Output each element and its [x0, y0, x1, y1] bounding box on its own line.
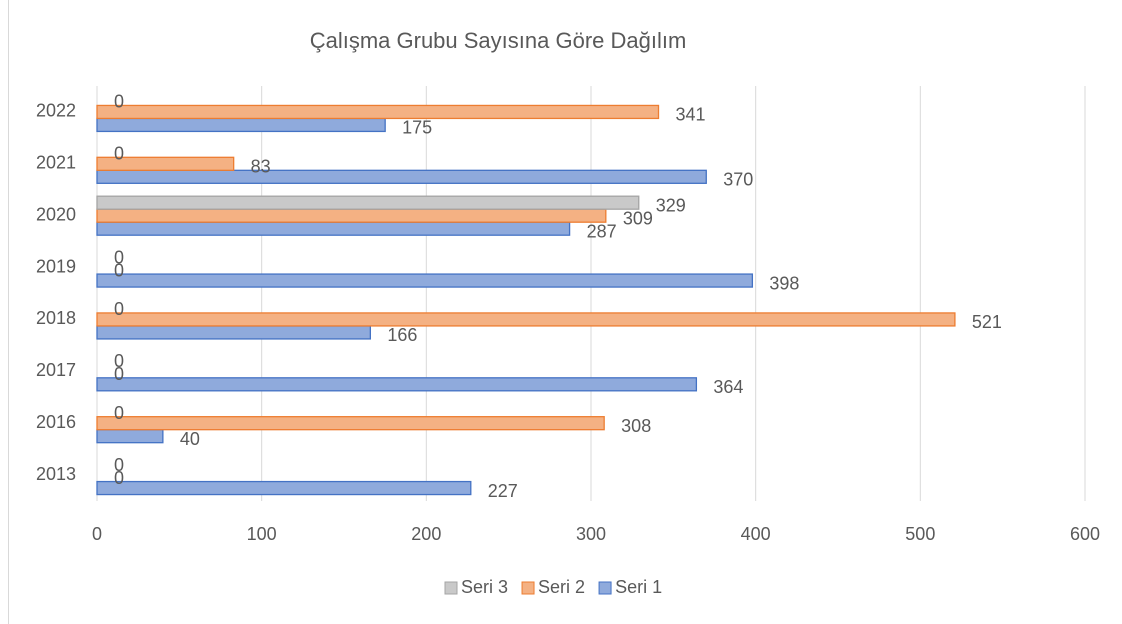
data-label: 166 [387, 325, 417, 345]
x-tick-label: 0 [92, 524, 102, 544]
data-label: 370 [723, 170, 753, 190]
legend-label: Seri 2 [538, 577, 585, 597]
data-label: 287 [587, 221, 617, 241]
data-label: 0 [114, 92, 124, 112]
y-tick-label: 2017 [36, 360, 76, 380]
bar [96, 221, 571, 236]
y-tick-label: 2019 [36, 256, 76, 276]
data-label: 0 [114, 455, 124, 475]
data-label: 227 [488, 481, 518, 501]
y-tick-label: 2020 [36, 204, 76, 224]
y-tick-label: 2013 [36, 464, 76, 484]
data-label: 364 [713, 377, 743, 397]
y-tick-label: 2022 [36, 101, 76, 121]
bar [96, 312, 956, 327]
bar [96, 208, 607, 223]
data-label: 0 [114, 260, 124, 280]
data-label: 308 [621, 416, 651, 436]
bar [96, 169, 707, 184]
bar [96, 377, 698, 392]
bar [96, 156, 235, 171]
data-label: 0 [114, 468, 124, 488]
y-tick-label: 2018 [36, 308, 76, 328]
data-label: 329 [656, 195, 686, 215]
data-label: 521 [972, 312, 1002, 332]
legend-swatch [598, 581, 612, 595]
bar [96, 195, 640, 210]
y-tick-label: 2021 [36, 153, 76, 173]
chart-title: Çalışma Grubu Sayısına Göre Dağılım [310, 28, 687, 53]
x-tick-label: 500 [905, 524, 935, 544]
data-label: 175 [402, 118, 432, 138]
data-label: 398 [769, 273, 799, 293]
bar [96, 273, 754, 288]
data-label: 0 [114, 403, 124, 423]
chart-border [8, 0, 1122, 624]
data-label: 83 [251, 157, 271, 177]
data-label: 309 [623, 208, 653, 228]
x-tick-label: 100 [247, 524, 277, 544]
data-label: 341 [676, 105, 706, 125]
x-tick-label: 400 [741, 524, 771, 544]
y-tick-label: 2016 [36, 412, 76, 432]
bar [96, 325, 371, 340]
data-label: 0 [114, 247, 124, 267]
bar [96, 416, 605, 431]
bar [96, 117, 386, 133]
legend-label: Seri 3 [461, 577, 508, 597]
legend-swatch [444, 581, 458, 595]
data-label: 0 [114, 144, 124, 164]
data-label: 0 [114, 351, 124, 371]
x-tick-label: 600 [1070, 524, 1100, 544]
legend-label: Seri 1 [615, 577, 662, 597]
bar [96, 480, 472, 496]
x-tick-label: 300 [576, 524, 606, 544]
data-label: 0 [114, 299, 124, 319]
bar [96, 429, 164, 444]
x-tick-label: 200 [411, 524, 441, 544]
data-label: 0 [114, 364, 124, 384]
legend-swatch [521, 581, 535, 595]
data-label: 40 [180, 429, 200, 449]
bar [96, 104, 660, 120]
